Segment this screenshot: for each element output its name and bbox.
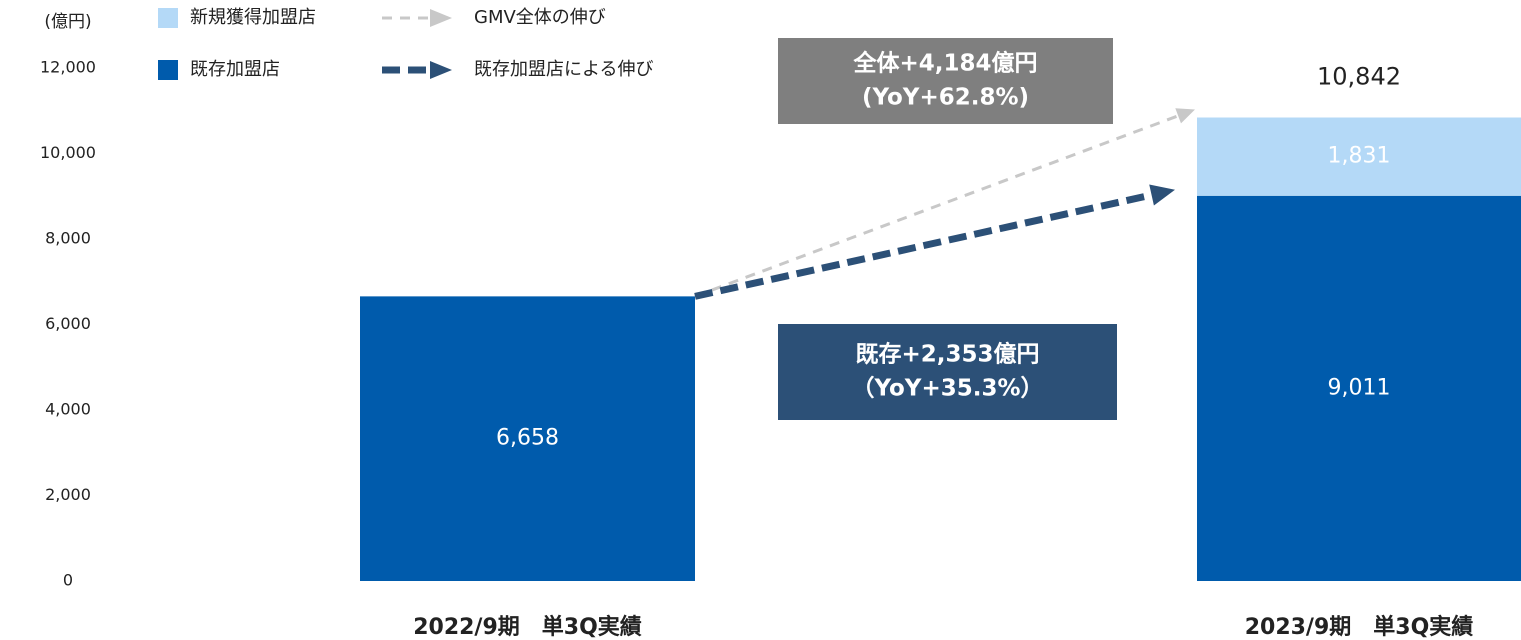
total-label: 10,842 <box>1317 63 1401 91</box>
bar-segment <box>1197 195 1521 581</box>
y-tick-label: 6,000 <box>45 314 91 333</box>
y-tick-label: 8,000 <box>45 229 91 248</box>
y-tick-label: 12,000 <box>40 58 96 77</box>
y-tick-label: 4,000 <box>45 400 91 419</box>
growth-arrow-head <box>1175 108 1195 124</box>
y-tick-label: 0 <box>63 571 73 590</box>
bar-segment <box>1197 117 1521 196</box>
legend-label: 既存加盟店 <box>190 59 280 80</box>
legend-label: 既存加盟店による伸び <box>474 59 653 80</box>
bar-value-label: 1,831 <box>1328 144 1391 169</box>
annotation-box <box>778 324 1117 420</box>
annotation-text: （YoY+35.3%） <box>851 375 1043 402</box>
y-tick-label: 10,000 <box>40 143 96 162</box>
growth-arrow-line <box>694 114 1179 298</box>
annotation-text: (YoY+62.8%) <box>862 85 1029 111</box>
annotation-text: 既存+2,353億円 <box>855 341 1039 368</box>
legend-arrow-head <box>430 61 452 79</box>
bar-value-label: 6,658 <box>496 426 559 451</box>
annotation-text: 全体+4,184億円 <box>852 50 1037 77</box>
growth-arrow-head <box>1149 184 1175 206</box>
y-tick-label: 2,000 <box>45 485 91 504</box>
growth-arrow-line <box>694 191 1153 300</box>
bar-segment <box>360 296 695 581</box>
annotation-box <box>778 38 1113 124</box>
legend-label: 新規獲得加盟店 <box>190 7 316 28</box>
legend-arrow-head <box>430 9 452 27</box>
bar-value-label: 9,011 <box>1328 375 1391 400</box>
x-tick-label: 2022/9期 単3Q実績 <box>413 614 642 640</box>
x-tick-label: 2023/9期 単3Q実績 <box>1245 614 1474 640</box>
legend-swatch <box>158 8 178 28</box>
legend-swatch <box>158 60 178 80</box>
legend-label: GMV全体の伸び <box>474 7 606 28</box>
y-axis-label: (億円) <box>44 12 91 32</box>
